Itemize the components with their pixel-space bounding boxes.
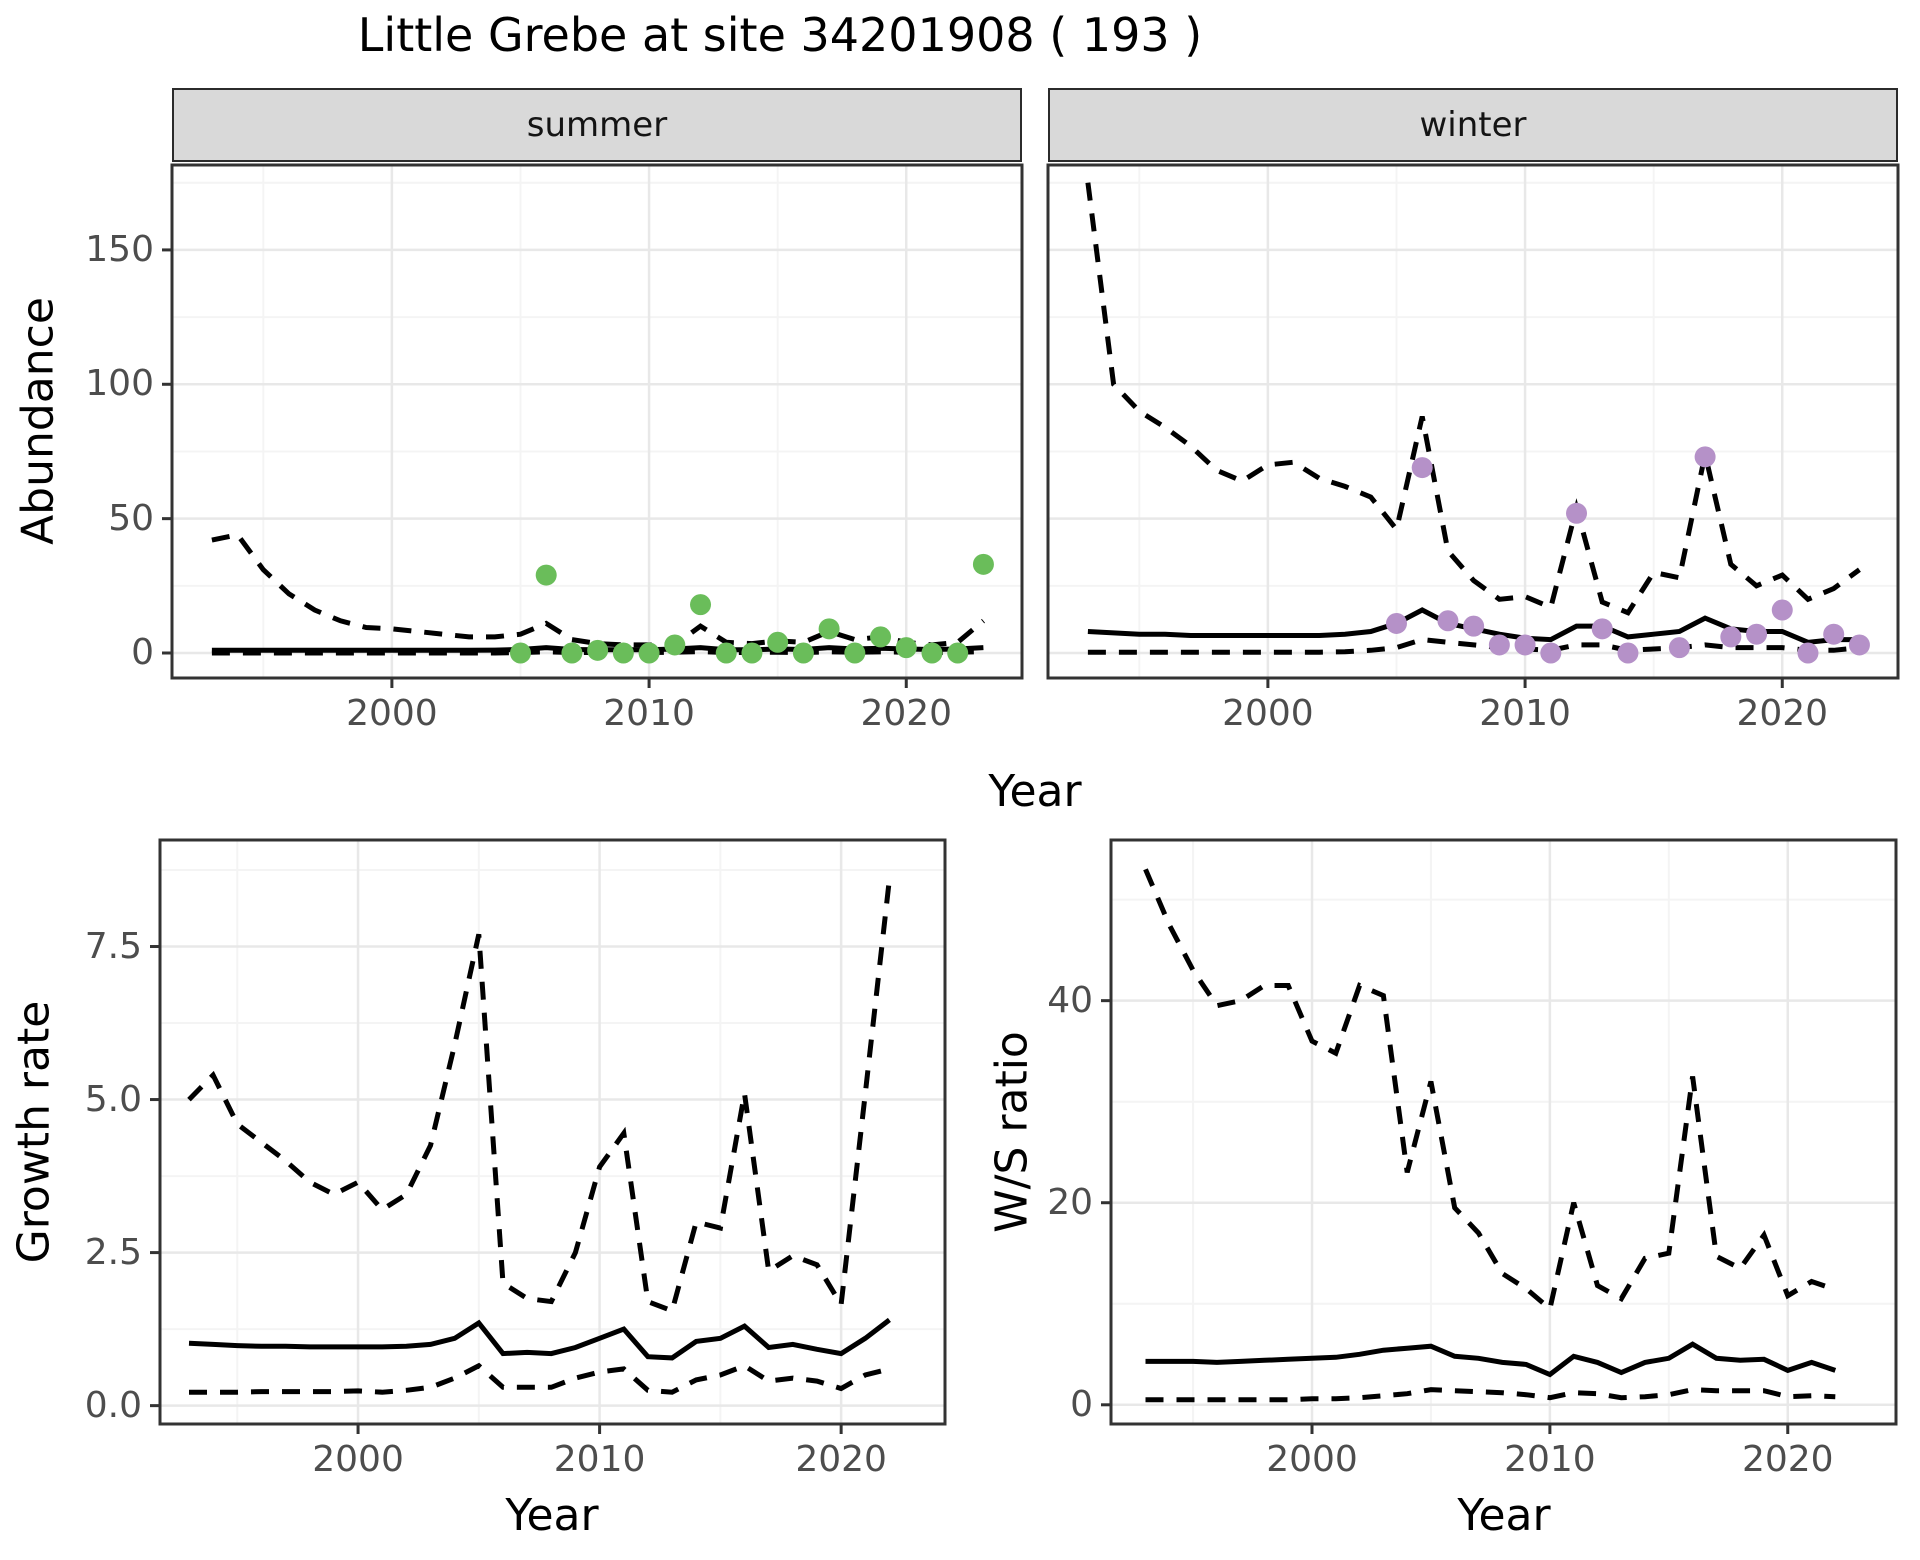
growth-rate-lower-credible-limit	[189, 1362, 891, 1395]
gridlines-minor	[172, 165, 1022, 678]
abundance-summer-observed-counts	[509, 553, 994, 664]
abundance-summer-upper-credible-limit	[211, 532, 986, 648]
tick-label: 100	[85, 363, 154, 405]
gridlines-major	[1048, 165, 1898, 678]
tick-label: 2010	[603, 693, 695, 734]
tick-label: 5.0	[84, 1078, 142, 1120]
gridlines-minor	[1048, 165, 1898, 678]
growth-rate-median-model-line	[188, 1317, 891, 1361]
abundance-winter-upper-credible-limit	[1085, 182, 1861, 616]
growth-rate-panel	[150, 838, 947, 1434]
growth-rate-upper-credible-limit	[187, 878, 892, 1315]
gridlines-minor	[160, 840, 945, 1424]
tick-label: 2020	[795, 1439, 887, 1480]
tick-label: 2010	[553, 1439, 646, 1480]
top-year-axis-title: Year	[988, 766, 1082, 817]
abundance-winter-lower-credible-limit	[1087, 637, 1860, 655]
facet-strip-winter-label: winter	[1419, 105, 1527, 145]
tick-label: 2.5	[84, 1231, 142, 1273]
growth-year-axis-title: Year	[505, 1490, 599, 1541]
abundance-summer-panel	[162, 163, 1024, 688]
abundance-winter-panel	[1046, 163, 1900, 688]
ws-ratio-lower-credible-limit	[1145, 1387, 1836, 1403]
tick-label: 2000	[1222, 693, 1314, 734]
gridlines-major	[1111, 840, 1896, 1424]
ws-ratio-panel	[1101, 838, 1898, 1434]
tick-label: 0	[131, 632, 154, 673]
facet-strip-winter: winter	[1048, 88, 1898, 162]
abundance-summer-border	[170, 163, 1024, 680]
tick-label: 2020	[1741, 1439, 1834, 1480]
tick-label: 0	[1070, 1383, 1093, 1425]
tick-label: 150	[85, 228, 154, 270]
abundance-winter-observed-counts	[1385, 446, 1870, 664]
ws-ratio-border	[1109, 838, 1898, 1426]
growth-rate-axis-title: Growth rate	[8, 1000, 60, 1264]
tick-label: 2010	[1479, 693, 1571, 734]
tick-label: 7.5	[84, 925, 142, 967]
tick-label: 50	[108, 497, 154, 539]
tick-label: 0.0	[84, 1384, 142, 1426]
tick-label: 2020	[1736, 693, 1829, 734]
tick-label: 2000	[346, 693, 438, 734]
tick-label: 40	[1047, 979, 1093, 1021]
facet-strip-summer: summer	[172, 88, 1022, 162]
tick-label: 20	[1047, 1181, 1093, 1223]
tick-label: 2010	[1504, 1439, 1596, 1480]
tick-label: 2020	[860, 693, 953, 734]
tick-label: 2000	[1266, 1439, 1358, 1480]
ws-ratio-upper-credible-limit	[1143, 868, 1837, 1314]
tick-label: 2000	[312, 1439, 404, 1480]
gridlines-major	[160, 840, 945, 1424]
ws-ratio-median-model-line	[1145, 1341, 1837, 1378]
growth-rate-border	[158, 838, 947, 1426]
abundance-winter-border	[1046, 163, 1900, 680]
facet-strip-summer-label: summer	[526, 105, 668, 145]
gridlines-major	[172, 165, 1022, 678]
ws-year-axis-title: Year	[1457, 1490, 1551, 1541]
chart-title: Little Grebe at site 34201908 ( 193 )	[357, 8, 1203, 62]
gridlines-minor	[1111, 840, 1896, 1424]
